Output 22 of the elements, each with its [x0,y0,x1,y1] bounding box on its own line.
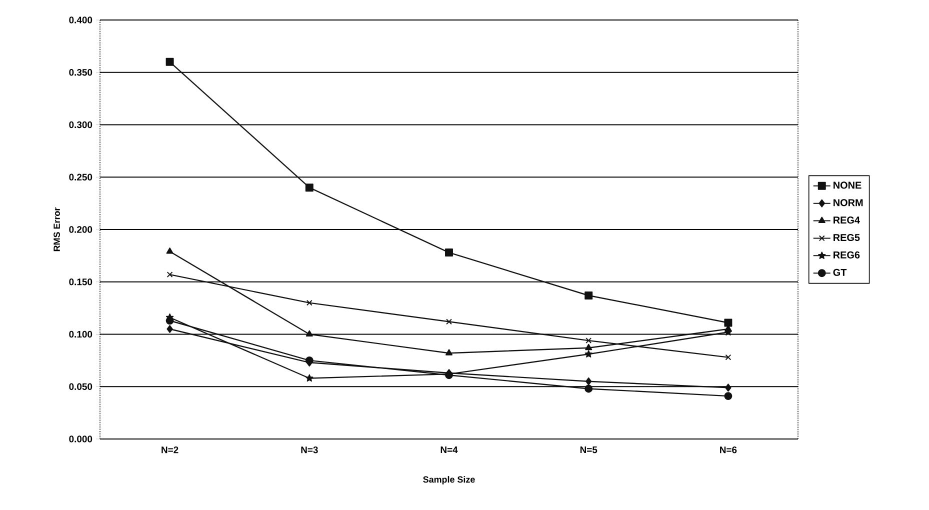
legend-label: NONE [834,182,862,189]
x-tick-label: N=3 [301,446,318,454]
x-tick-label: N=6 [720,446,737,454]
y-tick-label: 0.100 [69,330,92,338]
y-tick-label: 0.000 [69,436,92,442]
y-axis-title: RMS Error [54,207,60,252]
y-tick-label: 0.200 [69,226,92,233]
x-tick-label: N=5 [580,446,598,454]
legend-label: REG4 [834,216,860,224]
legend-label: REG6 [834,251,860,258]
y-tick-label: 0.400 [69,16,92,24]
legend-label: NORM [834,199,863,206]
y-tick-label: 0.150 [69,278,92,286]
y-tick-label: 0.300 [69,121,92,128]
legend-label: REG5 [834,234,860,242]
x-tick-label: N=4 [440,446,458,454]
y-tick-label: 0.350 [69,69,92,76]
legend-label: GT [833,268,847,276]
y-tick-label: 0.250 [69,174,92,180]
x-axis-title: Sample Size [423,476,475,484]
x-tick-label: N=2 [162,446,178,454]
y-tick-label: 0.050 [69,383,92,390]
